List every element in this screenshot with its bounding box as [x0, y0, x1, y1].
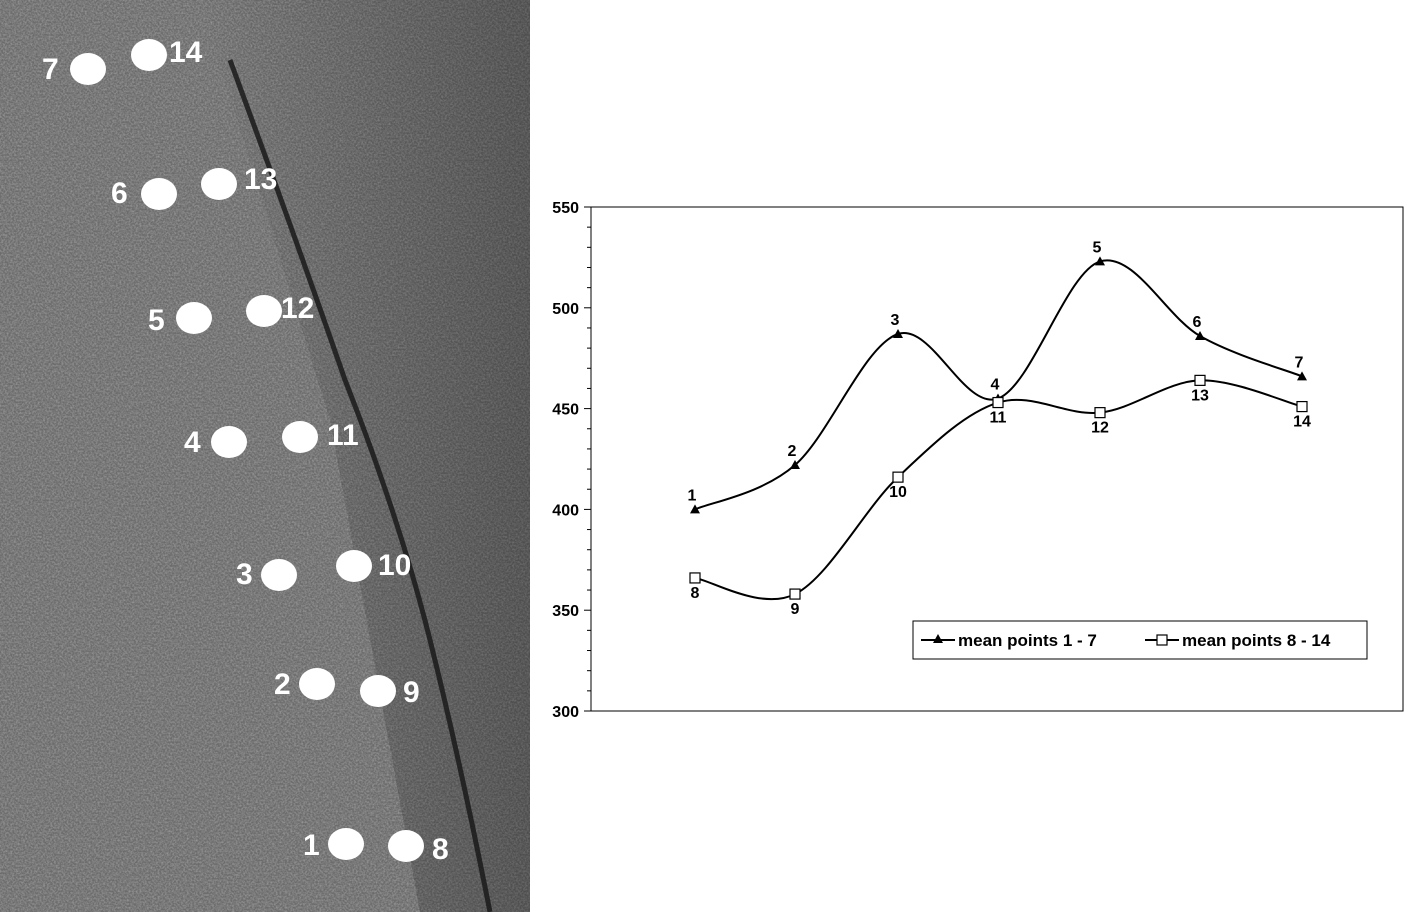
- sar-point-label-6: 6: [111, 177, 128, 210]
- data-label-8: 8: [691, 585, 700, 602]
- sar-point-label-7: 7: [42, 53, 59, 86]
- sar-point-label-12: 12: [281, 292, 314, 325]
- data-label-1: 1: [688, 487, 697, 504]
- data-label-9: 9: [791, 601, 800, 618]
- data-point-2: [790, 460, 800, 470]
- sar-point-label-4: 4: [184, 426, 201, 459]
- legend-label-series-2: mean points 8 - 14: [1182, 631, 1331, 650]
- sar-point-label-5: 5: [148, 304, 165, 337]
- data-label-10: 10: [889, 484, 907, 501]
- sar-point-label-14: 14: [169, 36, 203, 69]
- sar-point-marker-3: [261, 559, 297, 591]
- data-point-6: [1195, 331, 1205, 341]
- sar-point-marker-1: [328, 828, 364, 860]
- legend-label-series-1: mean points 1 - 7: [958, 631, 1097, 650]
- sar-dark-boundary-line: [227, 59, 493, 912]
- legend-marker-series-1: [933, 634, 943, 643]
- sar-point-label-11: 11: [327, 419, 359, 452]
- data-label-14: 14: [1293, 414, 1311, 431]
- data-point-13: [1194, 374, 1206, 386]
- sar-point-marker-2: [299, 668, 335, 700]
- data-point-5: [1095, 256, 1105, 266]
- data-point-10: [892, 471, 904, 483]
- data-point-7: [1297, 371, 1307, 381]
- data-point-3: [893, 329, 903, 339]
- sar-point-label-9: 9: [403, 676, 420, 709]
- data-point-8: [689, 572, 701, 584]
- sar-point-marker-6: [141, 178, 177, 210]
- y-tick-label-400: 400: [552, 502, 579, 519]
- data-label-7: 7: [1295, 354, 1304, 371]
- sar-point-marker-9: [360, 675, 396, 707]
- sar-point-marker-4: [211, 426, 247, 458]
- sar-point-marker-7: [70, 53, 106, 85]
- sar-point-label-2: 2: [274, 668, 291, 701]
- y-tick-label-300: 300: [552, 704, 579, 721]
- data-label-11: 11: [990, 410, 1007, 427]
- y-tick-label-450: 450: [552, 402, 579, 419]
- data-point-12: [1094, 407, 1106, 419]
- sar-darker-region: [200, 0, 530, 912]
- sar-point-marker-10: [336, 550, 372, 582]
- data-point-14: [1296, 400, 1308, 413]
- sar-point-label-1: 1: [303, 829, 320, 862]
- legend: mean points 1 - 7 mean points 8 - 14: [912, 620, 1368, 660]
- y-tick-label-350: 350: [552, 603, 579, 620]
- data-label-6: 6: [1193, 314, 1202, 331]
- y-tick-label-500: 500: [552, 301, 579, 318]
- y-axis: 300 350 400 450 500 550: [552, 200, 591, 721]
- y-tick-label-550: 550: [552, 200, 579, 217]
- sar-point-label-10: 10: [378, 549, 411, 582]
- sar-point-marker-14: [131, 39, 167, 71]
- sar-point-marker-5: [176, 302, 212, 334]
- data-point-9: [789, 588, 801, 600]
- data-label-2: 2: [788, 443, 797, 460]
- data-label-3: 3: [891, 312, 900, 329]
- sar-point-marker-11: [282, 421, 318, 453]
- data-label-4: 4: [991, 377, 1000, 394]
- sar-point-marker-12: [246, 295, 282, 327]
- legend-box: [912, 620, 1368, 660]
- sar-point-label-3: 3: [236, 558, 253, 591]
- data-point-1: [690, 504, 700, 514]
- sar-point-marker-8: [388, 830, 424, 862]
- data-label-5: 5: [1093, 239, 1102, 256]
- legend-marker-series-2: [1156, 634, 1168, 646]
- sar-point-label-8: 8: [432, 833, 449, 866]
- data-label-12: 12: [1091, 420, 1109, 437]
- sar-point-label-13: 13: [244, 163, 277, 196]
- series-markers: [689, 256, 1308, 600]
- sar-point-marker-13: [201, 168, 237, 200]
- data-point-11: [992, 396, 1004, 409]
- data-label-13: 13: [1191, 387, 1209, 404]
